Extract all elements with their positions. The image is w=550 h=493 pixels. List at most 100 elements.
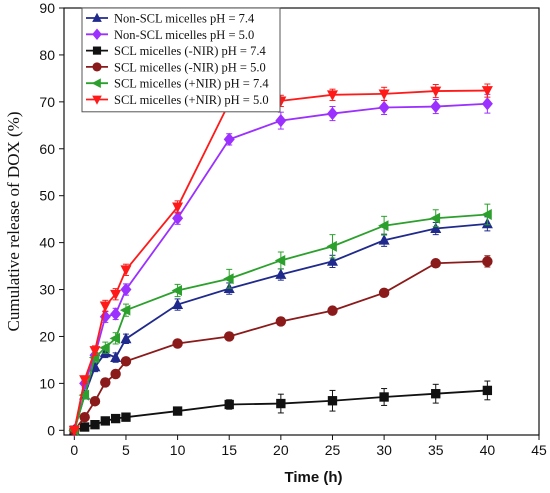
legend-marker: [92, 46, 102, 55]
data-point: [79, 422, 90, 432]
x-tick-label: 30: [376, 442, 392, 458]
y-tick-label: 80: [39, 47, 55, 63]
axes-frame: [63, 7, 540, 436]
legend-label: SCL micelles (+NIR) pH = 5.0: [114, 93, 269, 107]
data-point: [326, 255, 338, 266]
legend-label: Non-SCL micelles pH = 5.0: [114, 28, 254, 42]
series-5: [68, 203, 492, 436]
data-point: [172, 211, 184, 225]
data-point: [109, 332, 121, 344]
legend-label: Non-SCL micelles pH = 7.4: [114, 12, 255, 26]
legend-label: SCL micelles (-NIR) pH = 7.4: [114, 44, 266, 58]
data-point: [326, 90, 338, 101]
x-tick-label: 0: [70, 442, 78, 458]
data-point: [224, 399, 234, 410]
y-tick-label: 10: [39, 375, 55, 391]
data-point: [481, 86, 493, 97]
data-point: [481, 208, 492, 220]
y-tick-label: 90: [39, 0, 55, 16]
y-tick-label: 70: [39, 94, 55, 110]
data-point: [431, 389, 441, 399]
x-tick-label: 25: [325, 442, 341, 458]
data-point: [275, 268, 287, 279]
data-point: [110, 413, 121, 424]
legend-marker: [92, 12, 102, 22]
data-point: [79, 411, 90, 423]
data-point: [223, 273, 234, 285]
x-tick-label: 5: [122, 442, 130, 458]
x-tick-label: 20: [273, 442, 289, 458]
data-point: [121, 412, 131, 422]
data-point: [100, 377, 111, 388]
legend-label: SCL micelles (-NIR) pH = 5.0: [114, 60, 266, 74]
data-point: [482, 256, 493, 267]
data-point: [100, 416, 110, 426]
data-point: [430, 258, 441, 269]
data-point: [172, 298, 184, 309]
y-tick-label: 30: [39, 282, 55, 298]
legend-marker: [92, 95, 102, 105]
data-point: [430, 222, 442, 233]
data-point: [430, 99, 442, 114]
y-tick-label: 60: [39, 141, 55, 157]
data-point: [378, 100, 390, 115]
data-point: [120, 356, 132, 367]
data-point: [274, 254, 286, 266]
data-point: [120, 332, 132, 344]
data-point: [326, 240, 337, 252]
data-point: [120, 265, 132, 276]
data-point: [327, 396, 338, 406]
series-4: [69, 255, 493, 436]
data-point: [89, 395, 101, 407]
x-tick-label: 35: [428, 442, 444, 458]
y-axis-title: Cumulative release of DOX (%): [4, 112, 23, 332]
data-point: [275, 114, 287, 128]
data-point: [120, 282, 132, 297]
data-point: [68, 425, 80, 437]
data-point: [326, 106, 338, 121]
data-point: [379, 392, 389, 402]
x-tick-label: 40: [480, 442, 496, 458]
data-point: [90, 420, 100, 430]
data-point: [223, 331, 235, 342]
legend-label: SCL micelles (+NIR) pH = 7.4: [114, 77, 269, 91]
data-point: [89, 346, 101, 357]
legend-marker: [91, 78, 101, 88]
data-point: [171, 284, 182, 296]
data-point: [429, 212, 441, 224]
y-tick-label: 20: [39, 328, 55, 344]
data-point: [430, 86, 442, 98]
data-point: [119, 304, 131, 316]
data-point: [79, 375, 91, 386]
data-point: [275, 316, 287, 327]
y-tick-label: 0: [47, 422, 55, 438]
data-point: [481, 97, 493, 111]
data-point: [482, 385, 493, 396]
data-point: [172, 338, 183, 349]
data-point: [99, 301, 111, 313]
data-point: [223, 132, 235, 146]
series-6: [68, 83, 493, 437]
x-axis-title: Time (h): [284, 469, 342, 486]
data-point: [378, 89, 390, 100]
data-point: [276, 398, 286, 409]
data-point: [172, 406, 183, 416]
plot-border: [63, 7, 540, 436]
data-point: [110, 368, 121, 380]
data-point: [110, 307, 122, 321]
legend-box: [81, 7, 281, 113]
x-tick-label: 10: [170, 442, 186, 458]
x-tick-label: 15: [221, 442, 237, 458]
y-tick-label: 50: [39, 188, 55, 204]
data-series: [68, 83, 493, 437]
legend-marker: [92, 62, 102, 72]
data-point: [110, 351, 122, 362]
data-point: [378, 220, 389, 232]
legend: Non-SCL micelles pH = 7.4 Non-SCL micelle…: [81, 7, 281, 113]
x-tick-label: 45: [531, 442, 547, 458]
data-point: [78, 389, 90, 401]
data-point: [378, 287, 390, 299]
y-tick-label: 40: [39, 235, 55, 251]
data-point: [110, 289, 122, 301]
